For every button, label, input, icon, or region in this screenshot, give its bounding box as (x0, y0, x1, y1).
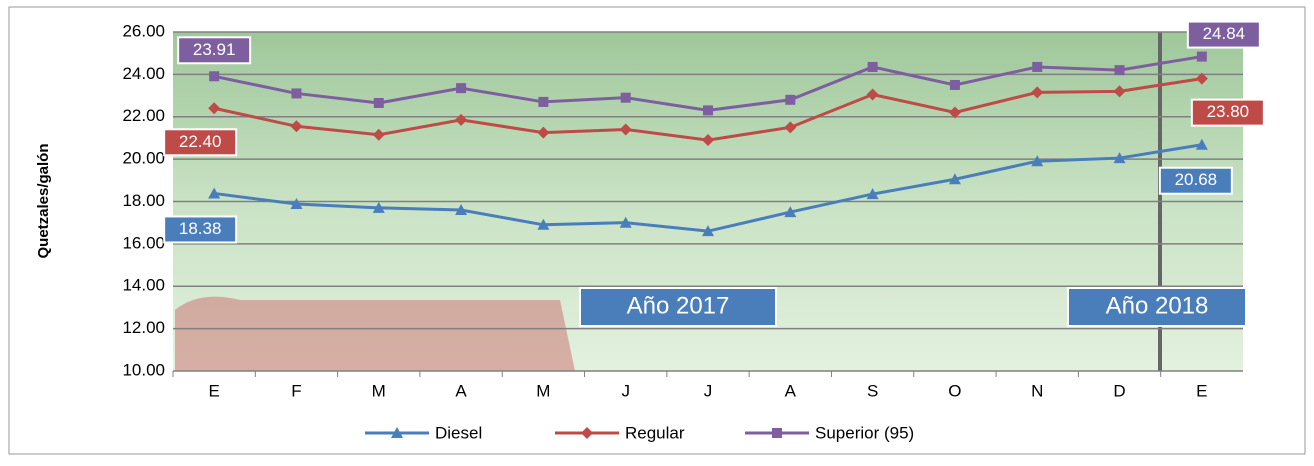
value-label: 24.84 (1203, 24, 1246, 43)
data-point (1197, 52, 1207, 62)
data-point (868, 62, 878, 72)
value-label: 22.40 (179, 132, 222, 151)
y-tick-label: 18.00 (122, 191, 165, 210)
x-tick-label: E (1196, 381, 1207, 400)
data-point (703, 105, 713, 115)
value-label: 23.91 (193, 40, 236, 59)
y-tick-label: 22.00 (122, 106, 165, 125)
legend-marker (772, 428, 782, 438)
y-tick-label: 10.00 (122, 360, 165, 379)
year-label: Año 2017 (627, 292, 730, 319)
x-tick-label: N (1031, 381, 1043, 400)
data-point (621, 93, 631, 103)
y-tick-label: 26.00 (122, 21, 165, 40)
value-label: 20.68 (1175, 170, 1218, 189)
data-point (1115, 65, 1125, 75)
chart: Quetzales/galón 10.00 12.00 14.00 16.00 18.0… (0, 0, 1314, 461)
x-tick-label: F (291, 381, 301, 400)
y-tick-label: 14.00 (122, 276, 165, 295)
x-tick-label: A (785, 381, 797, 400)
legend-label: Regular (625, 423, 685, 442)
x-tick-label: O (948, 381, 961, 400)
x-tick-label: D (1113, 381, 1125, 400)
x-tick-label: E (208, 381, 219, 400)
legend-label: Superior (95) (815, 423, 914, 442)
y-tick-label: 20.00 (122, 149, 165, 168)
data-point (950, 80, 960, 90)
y-axis-label: Quetzales/galón (35, 143, 52, 258)
x-tick-label: S (867, 381, 878, 400)
data-point (374, 98, 384, 108)
data-point (538, 97, 548, 107)
value-label: 23.80 (1207, 102, 1250, 121)
year-label: Año 2018 (1106, 292, 1209, 319)
data-point (785, 95, 795, 105)
data-point (209, 71, 219, 81)
x-tick-label: J (621, 381, 630, 400)
x-tick-label: M (536, 381, 550, 400)
data-point (291, 88, 301, 98)
value-label: 18.38 (179, 219, 222, 238)
data-point (1032, 62, 1042, 72)
y-tick-label: 16.00 (122, 233, 165, 252)
decor-can (175, 297, 575, 371)
x-tick-label: A (455, 381, 467, 400)
x-tick-label: J (704, 381, 713, 400)
data-point (456, 83, 466, 93)
y-tick-label: 12.00 (122, 318, 165, 337)
x-tick-label: M (372, 381, 386, 400)
legend-label: Diesel (435, 423, 482, 442)
y-tick-label: 24.00 (122, 64, 165, 83)
